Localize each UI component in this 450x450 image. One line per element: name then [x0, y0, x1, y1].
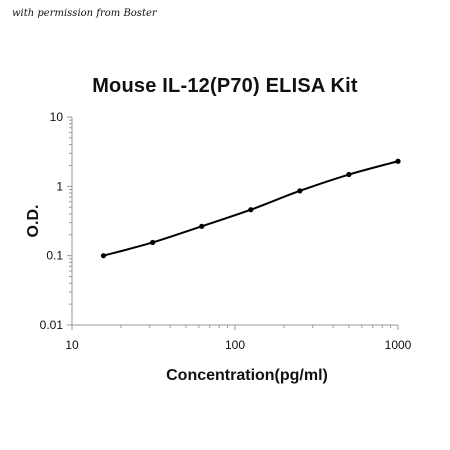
data-point	[248, 207, 254, 213]
y-tick-label: 1	[56, 179, 63, 193]
watermark-text: with permission from Boster	[12, 8, 157, 19]
y-tick-label: 0.1	[46, 249, 63, 263]
series	[100, 158, 401, 259]
x-tick-label: 1000	[385, 338, 412, 352]
data-point	[346, 171, 352, 178]
axes	[71, 117, 398, 326]
data-point	[199, 223, 205, 229]
data-point	[100, 253, 107, 259]
data-point	[297, 188, 303, 194]
y-axis-title: O.D.	[25, 205, 42, 238]
y-tick-label: 10	[50, 110, 64, 124]
y-tick-label: 0.01	[40, 318, 64, 332]
x-axis-title: Concentration(pg/ml)	[166, 367, 328, 384]
x-tick-label: 10	[65, 338, 79, 352]
x-tick-label: 100	[225, 338, 245, 352]
data-point	[150, 239, 156, 246]
chart-title: Mouse IL-12(P70) ELISA Kit	[92, 75, 358, 97]
data-point	[395, 158, 401, 164]
